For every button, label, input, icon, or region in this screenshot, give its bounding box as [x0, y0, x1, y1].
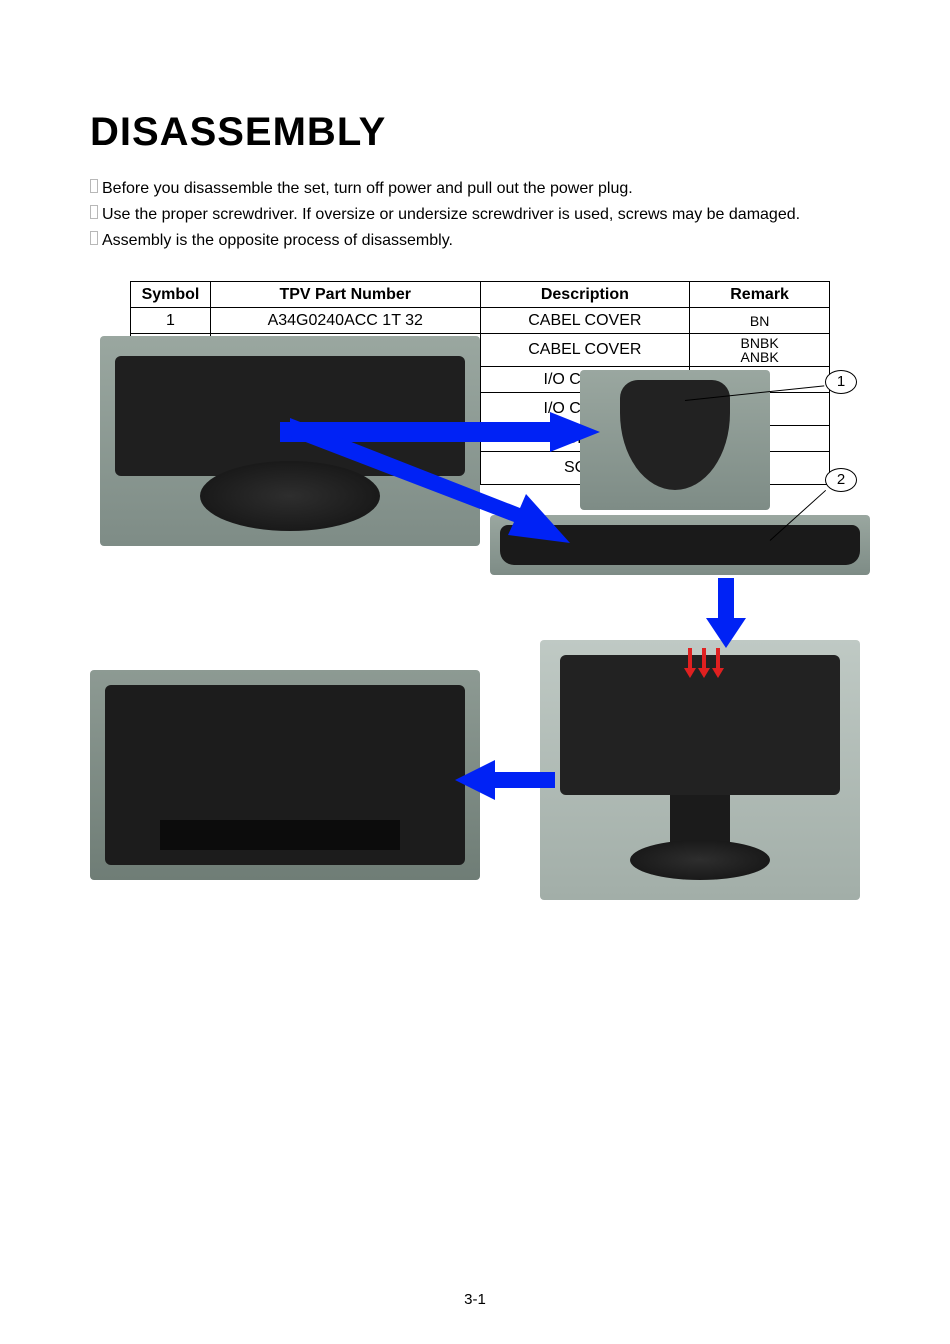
- callout-1: 1: [825, 370, 857, 394]
- bullet-icon: [90, 231, 98, 245]
- photo-monitor-rear-stand: [540, 640, 860, 900]
- photo-rear-panel: [90, 670, 480, 880]
- photo-io-cover: [580, 370, 770, 510]
- red-arrow-icon: [702, 648, 706, 670]
- blue-arrow-diag-icon: [290, 418, 570, 548]
- table-header-row: Symbol TPV Part Number Description Remar…: [131, 282, 830, 308]
- bullet-icon: [90, 179, 98, 193]
- callout-2: 2: [825, 468, 857, 492]
- bullet-list: Before you disassemble the set, turn off…: [90, 177, 860, 253]
- th-desc: Description: [480, 282, 690, 308]
- page-number: 3-1: [0, 1291, 950, 1308]
- red-arrow-icon: [716, 648, 720, 670]
- blue-arrow-down-icon: [706, 578, 746, 648]
- th-partno: TPV Part Number: [210, 282, 480, 308]
- bullet-icon: [90, 205, 98, 219]
- th-remark: Remark: [690, 282, 830, 308]
- bullet-text: Before you disassemble the set, turn off…: [102, 180, 633, 197]
- th-symbol: Symbol: [131, 282, 211, 308]
- bullet-text: Assembly is the opposite process of disa…: [102, 232, 453, 249]
- blue-arrow-left-icon: [455, 760, 555, 800]
- page-title: DISASSEMBLY: [90, 110, 860, 155]
- red-arrow-icon: [688, 648, 692, 670]
- bullet-text: Use the proper screwdriver. If oversize …: [102, 206, 800, 223]
